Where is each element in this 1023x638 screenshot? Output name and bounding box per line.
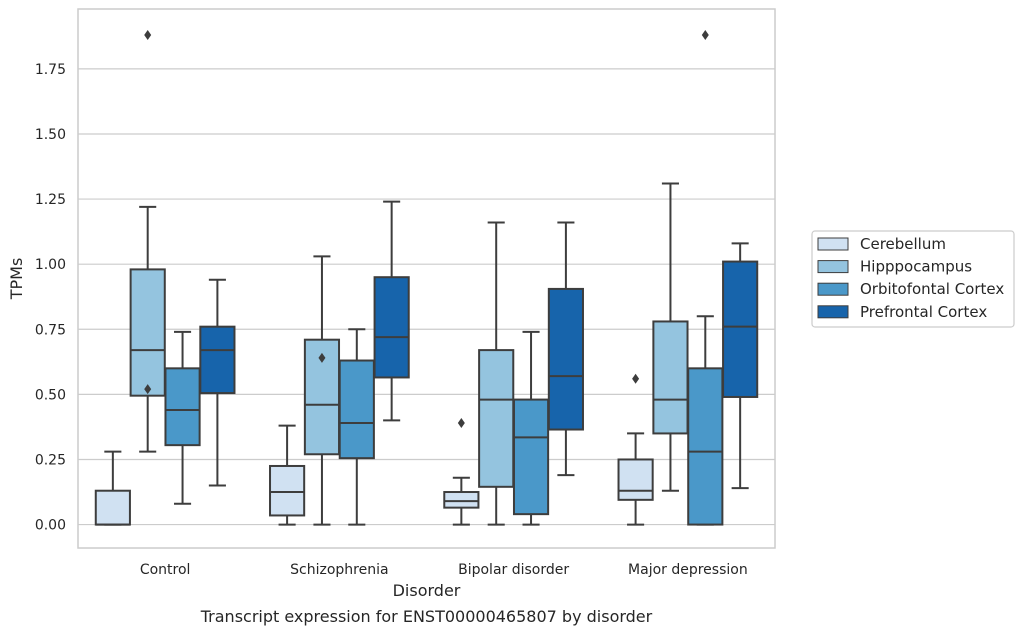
legend-label: Cerebellum	[860, 235, 946, 253]
box-prefrontal-cortex	[722, 242, 759, 490]
box-body	[512, 398, 550, 516]
box-hipppocampus	[129, 30, 166, 453]
box-prefrontal-cortex	[199, 278, 236, 487]
plot-area-frame	[77, 8, 776, 549]
box-cerebellum	[269, 424, 306, 526]
box-body	[338, 359, 375, 460]
legend-label: Orbitofontal Cortex	[860, 280, 1004, 298]
box-hipppocampus	[478, 221, 515, 526]
y-tick-label: 1.25	[35, 192, 66, 208]
x-tick-label: Bipolar disorder	[458, 562, 569, 578]
outlier-point	[632, 373, 640, 384]
box-body	[547, 287, 584, 431]
box-orbitofontal-cortex	[687, 30, 724, 526]
box-body	[373, 276, 410, 379]
box-orbitofontal-cortex	[512, 330, 550, 526]
box-body	[129, 268, 166, 397]
box-body	[443, 491, 480, 509]
box-orbitofontal-cortex	[164, 330, 201, 505]
box-body	[617, 458, 654, 501]
box-hipppocampus	[652, 182, 689, 492]
legend-label: Prefrontal Cortex	[860, 303, 987, 321]
box-hipppocampus	[303, 255, 341, 526]
x-tick-label: Schizophrenia	[290, 562, 388, 578]
y-tick-label: 1.75	[35, 62, 66, 78]
legend-swatch	[817, 237, 849, 251]
legend: Cerebellum Hipppocampus Orbitofontal Corte…	[811, 230, 1015, 328]
legend-swatch	[817, 282, 849, 296]
box-body	[269, 464, 306, 517]
box-orbitofontal-cortex	[338, 328, 375, 526]
box-body	[722, 260, 759, 398]
y-tick-label: 0.00	[35, 518, 66, 534]
y-tick-label: 1.00	[35, 257, 66, 273]
box-prefrontal-cortex	[373, 200, 410, 422]
box-body	[199, 325, 236, 395]
outlier-point	[457, 418, 465, 429]
legend-frame	[811, 230, 1015, 328]
y-axis-label: TPMs	[7, 258, 26, 301]
box-cerebellum	[443, 418, 480, 526]
y-tick-label: 0.75	[35, 322, 66, 338]
box-layer	[94, 30, 759, 526]
box-body	[164, 367, 201, 447]
x-tick-label: Control	[140, 562, 191, 578]
y-tick-label: 1.50	[35, 127, 66, 143]
box-body	[478, 349, 515, 488]
chart-caption: Transcript expression for ENST0000046580…	[200, 607, 653, 626]
box-body	[652, 320, 689, 435]
box-body	[94, 489, 131, 526]
outlier-point	[144, 384, 152, 395]
tick-labels: 0.00 0.25 0.50 0.75 1.00 1.25 1.50 1.75 Control S…	[35, 62, 748, 578]
box-cerebellum	[94, 450, 131, 526]
outlier-point	[144, 30, 152, 41]
x-tick-label: Major depression	[628, 562, 748, 578]
box-body	[687, 367, 724, 526]
box-cerebellum	[617, 373, 654, 526]
y-tick-label: 0.50	[35, 387, 66, 403]
box-prefrontal-cortex	[547, 221, 584, 477]
legend-swatch	[817, 305, 849, 319]
legend-label: Hipppocampus	[860, 258, 972, 276]
y-tick-label: 0.25	[35, 452, 66, 468]
x-axis-label: Disorder	[393, 581, 461, 600]
outlier-point	[318, 352, 326, 363]
outlier-point	[701, 30, 709, 41]
legend-swatch	[817, 260, 849, 274]
